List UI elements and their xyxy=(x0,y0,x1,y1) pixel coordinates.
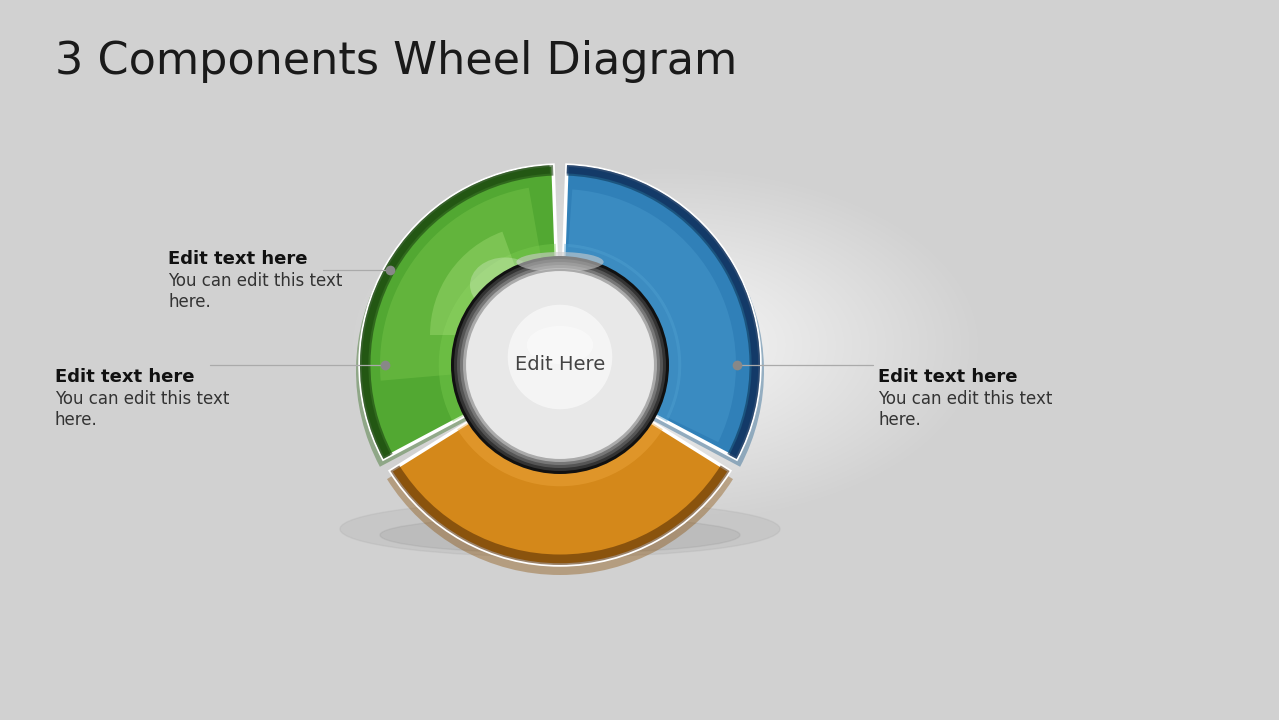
Ellipse shape xyxy=(380,517,741,553)
Text: Edit text here: Edit text here xyxy=(168,250,307,268)
Circle shape xyxy=(454,259,666,471)
Circle shape xyxy=(460,265,660,465)
Text: You can edit this text
here.: You can edit this text here. xyxy=(55,390,229,429)
Wedge shape xyxy=(359,165,554,459)
Circle shape xyxy=(463,268,657,462)
Text: You can edit this text
here.: You can edit this text here. xyxy=(168,272,343,311)
Wedge shape xyxy=(390,465,729,565)
Wedge shape xyxy=(564,244,682,422)
Wedge shape xyxy=(390,415,729,565)
Ellipse shape xyxy=(469,258,540,312)
Wedge shape xyxy=(563,165,760,459)
Circle shape xyxy=(451,256,669,474)
Text: Edit text here: Edit text here xyxy=(55,368,194,386)
Wedge shape xyxy=(359,165,556,459)
Text: Edit text here: Edit text here xyxy=(877,368,1018,386)
Wedge shape xyxy=(567,165,760,459)
Ellipse shape xyxy=(527,326,593,364)
Text: 3 Components Wheel Diagram: 3 Components Wheel Diagram xyxy=(55,40,737,83)
Wedge shape xyxy=(356,167,556,467)
Wedge shape xyxy=(359,166,550,459)
Ellipse shape xyxy=(517,252,604,272)
Text: You can edit this text
here.: You can edit this text here. xyxy=(877,390,1053,429)
Wedge shape xyxy=(388,421,733,575)
Wedge shape xyxy=(568,189,735,442)
Circle shape xyxy=(466,270,655,460)
Ellipse shape xyxy=(340,501,780,557)
Circle shape xyxy=(508,305,613,409)
Text: Edit Here: Edit Here xyxy=(515,356,605,374)
Wedge shape xyxy=(457,418,663,486)
Wedge shape xyxy=(563,167,764,467)
Wedge shape xyxy=(380,188,541,381)
Wedge shape xyxy=(430,232,518,335)
Circle shape xyxy=(457,262,663,468)
Wedge shape xyxy=(439,244,556,422)
Wedge shape xyxy=(567,165,760,459)
